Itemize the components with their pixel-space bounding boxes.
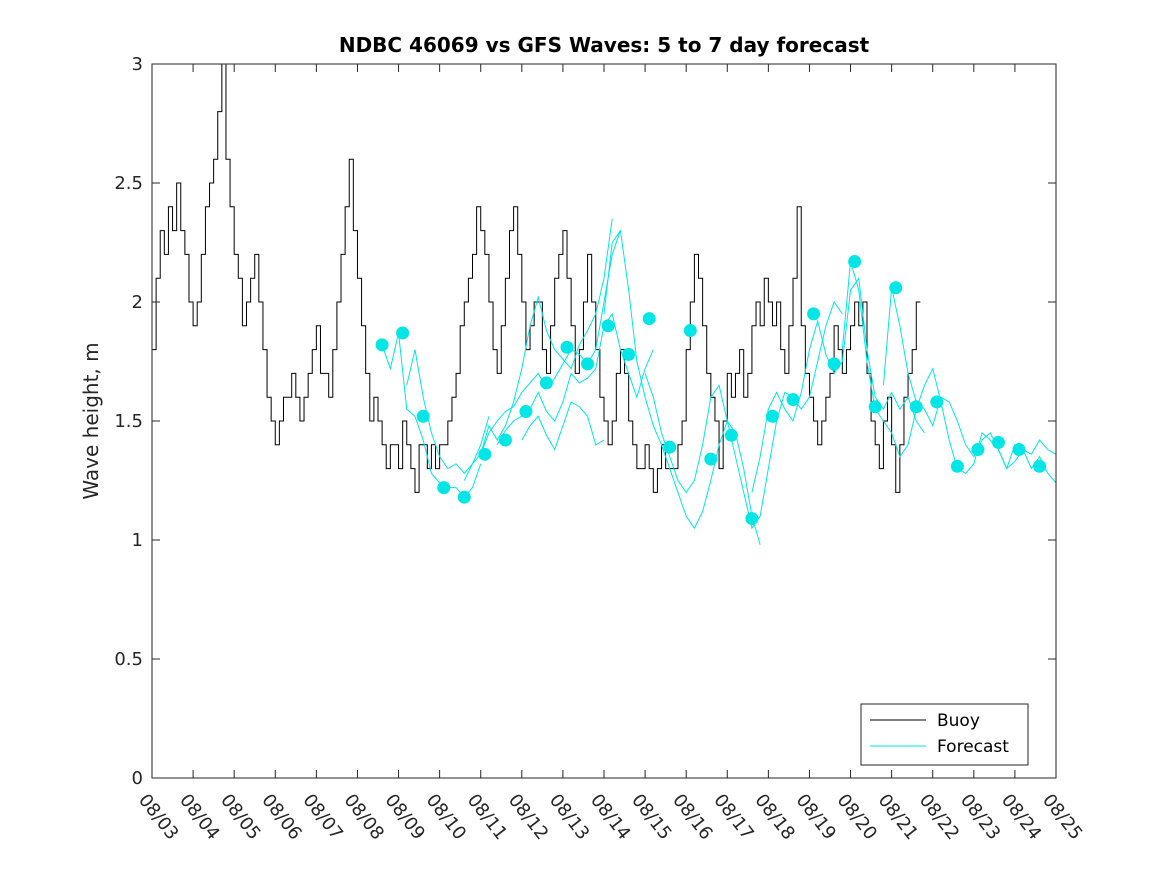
forecast-marker — [1012, 443, 1026, 457]
forecast-marker — [765, 409, 779, 423]
forecast-series-line-2 — [406, 349, 490, 475]
forecast-marker — [601, 319, 615, 333]
forecast-marker — [745, 512, 759, 526]
forecast-marker — [560, 340, 574, 354]
y-tick-label: 3 — [132, 54, 143, 75]
forecast-marker — [868, 400, 882, 414]
forecast-marker — [663, 440, 677, 454]
forecast-marker — [683, 324, 697, 338]
forecast-marker — [786, 393, 800, 407]
forecast-marker — [539, 376, 553, 390]
forecast-marker — [807, 307, 821, 321]
forecast-marker — [437, 481, 451, 495]
forecast-marker — [581, 357, 595, 371]
legend-buoy-label: Buoy — [937, 711, 980, 731]
forecast-marker — [827, 357, 841, 371]
forecast-marker — [416, 409, 430, 423]
y-tick-label: 0 — [132, 768, 143, 789]
buoy-series-line — [152, 63, 921, 493]
y-tick-label: 2.5 — [114, 173, 143, 194]
legend: Buoy Forecast — [860, 703, 1029, 766]
forecast-marker — [457, 490, 471, 504]
forecast-marker — [991, 435, 1005, 449]
chart-title: NDBC 46069 vs GFS Waves: 5 to 7 day fore… — [339, 33, 870, 57]
legend-forecast-label: Forecast — [937, 737, 1009, 757]
y-axis-label: Wave height, m — [79, 342, 103, 499]
legend-box — [860, 703, 1029, 766]
forecast-marker — [909, 400, 923, 414]
forecast-marker — [642, 312, 656, 326]
forecast-marker — [704, 452, 718, 466]
forecast-marker — [950, 459, 964, 473]
forecast-marker — [971, 443, 985, 457]
forecast-marker — [1033, 459, 1047, 473]
forecast-series-line-6 — [521, 401, 605, 451]
forecast-marker — [375, 338, 389, 352]
forecast-marker — [889, 281, 903, 295]
forecast-marker — [930, 395, 944, 409]
forecast-series-line-8 — [644, 300, 843, 530]
forecast-marker — [724, 428, 738, 442]
y-tick-label: 2 — [132, 292, 143, 313]
y-tick-label: 0.5 — [114, 649, 143, 670]
forecast-marker — [519, 404, 533, 418]
forecast-series-line-3 — [463, 218, 613, 481]
forecast-marker — [396, 326, 410, 340]
forecast-marker — [622, 347, 636, 361]
forecast-series-line-11 — [882, 287, 1057, 470]
forecast-marker — [478, 447, 492, 461]
y-tick-label: 1 — [132, 530, 143, 551]
forecast-marker — [498, 433, 512, 447]
forecast-marker — [848, 255, 862, 269]
y-tick-label: 1.5 — [114, 411, 143, 432]
